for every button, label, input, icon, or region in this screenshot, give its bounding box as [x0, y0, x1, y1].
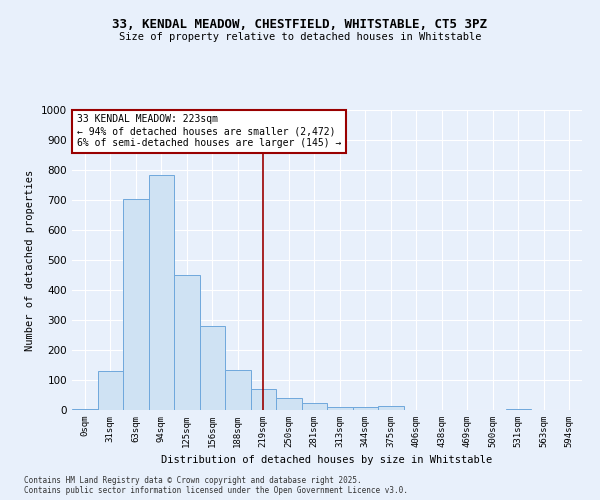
Bar — [174, 275, 199, 410]
Bar — [327, 407, 353, 410]
Bar — [353, 407, 378, 410]
Bar — [251, 389, 276, 410]
Y-axis label: Number of detached properties: Number of detached properties — [25, 170, 35, 350]
Bar — [302, 404, 327, 410]
Text: Size of property relative to detached houses in Whitstable: Size of property relative to detached ho… — [119, 32, 481, 42]
Bar — [505, 408, 531, 410]
X-axis label: Distribution of detached houses by size in Whitstable: Distribution of detached houses by size … — [161, 456, 493, 466]
Bar — [225, 370, 251, 410]
Text: 33 KENDAL MEADOW: 223sqm
← 94% of detached houses are smaller (2,472)
6% of semi: 33 KENDAL MEADOW: 223sqm ← 94% of detach… — [77, 114, 341, 148]
Bar — [123, 198, 149, 410]
Bar — [199, 326, 225, 410]
Text: Contains HM Land Registry data © Crown copyright and database right 2025.
Contai: Contains HM Land Registry data © Crown c… — [24, 476, 408, 495]
Text: 33, KENDAL MEADOW, CHESTFIELD, WHITSTABLE, CT5 3PZ: 33, KENDAL MEADOW, CHESTFIELD, WHITSTABL… — [113, 18, 487, 30]
Bar — [149, 174, 174, 410]
Bar — [378, 406, 404, 410]
Bar — [72, 408, 97, 410]
Bar — [97, 371, 123, 410]
Bar — [276, 398, 302, 410]
